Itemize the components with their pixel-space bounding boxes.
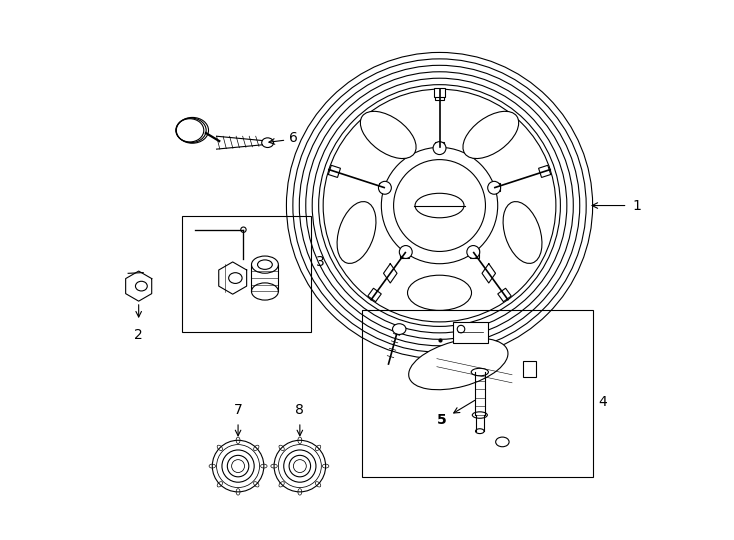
Bar <box>434 88 446 98</box>
Ellipse shape <box>409 338 508 390</box>
Circle shape <box>379 181 391 194</box>
Circle shape <box>487 181 501 194</box>
Ellipse shape <box>393 323 406 334</box>
Circle shape <box>274 440 326 492</box>
Bar <box>539 165 550 178</box>
Bar <box>470 249 479 258</box>
Ellipse shape <box>407 275 471 310</box>
Circle shape <box>433 141 446 154</box>
Circle shape <box>222 450 254 482</box>
Ellipse shape <box>503 201 542 264</box>
Ellipse shape <box>229 273 242 284</box>
Text: 8: 8 <box>295 403 305 417</box>
Ellipse shape <box>471 368 488 376</box>
Circle shape <box>467 246 480 259</box>
Text: 4: 4 <box>598 395 607 409</box>
Bar <box>328 165 341 178</box>
Ellipse shape <box>360 111 416 159</box>
Text: 3: 3 <box>316 255 324 269</box>
Bar <box>492 183 501 192</box>
Bar <box>523 361 537 377</box>
Text: 7: 7 <box>233 403 242 417</box>
Ellipse shape <box>337 201 376 264</box>
Circle shape <box>212 440 264 492</box>
Circle shape <box>241 227 246 232</box>
Ellipse shape <box>262 138 274 147</box>
Text: 2: 2 <box>134 328 143 342</box>
Bar <box>379 183 388 192</box>
Ellipse shape <box>495 437 509 447</box>
Bar <box>435 142 444 151</box>
Ellipse shape <box>136 281 148 291</box>
Text: 5: 5 <box>437 414 447 428</box>
Bar <box>368 288 381 302</box>
Ellipse shape <box>472 412 487 418</box>
Text: 6: 6 <box>289 131 298 145</box>
Bar <box>181 217 310 332</box>
Bar <box>453 322 488 342</box>
Text: 1: 1 <box>633 199 642 213</box>
Bar <box>362 310 592 477</box>
Ellipse shape <box>476 429 484 434</box>
Bar <box>435 90 444 100</box>
Circle shape <box>399 246 413 259</box>
Bar <box>498 288 512 302</box>
Circle shape <box>457 325 465 333</box>
Ellipse shape <box>252 283 278 300</box>
Circle shape <box>284 450 316 482</box>
Ellipse shape <box>463 111 519 159</box>
Bar <box>400 249 409 258</box>
Ellipse shape <box>252 256 278 273</box>
